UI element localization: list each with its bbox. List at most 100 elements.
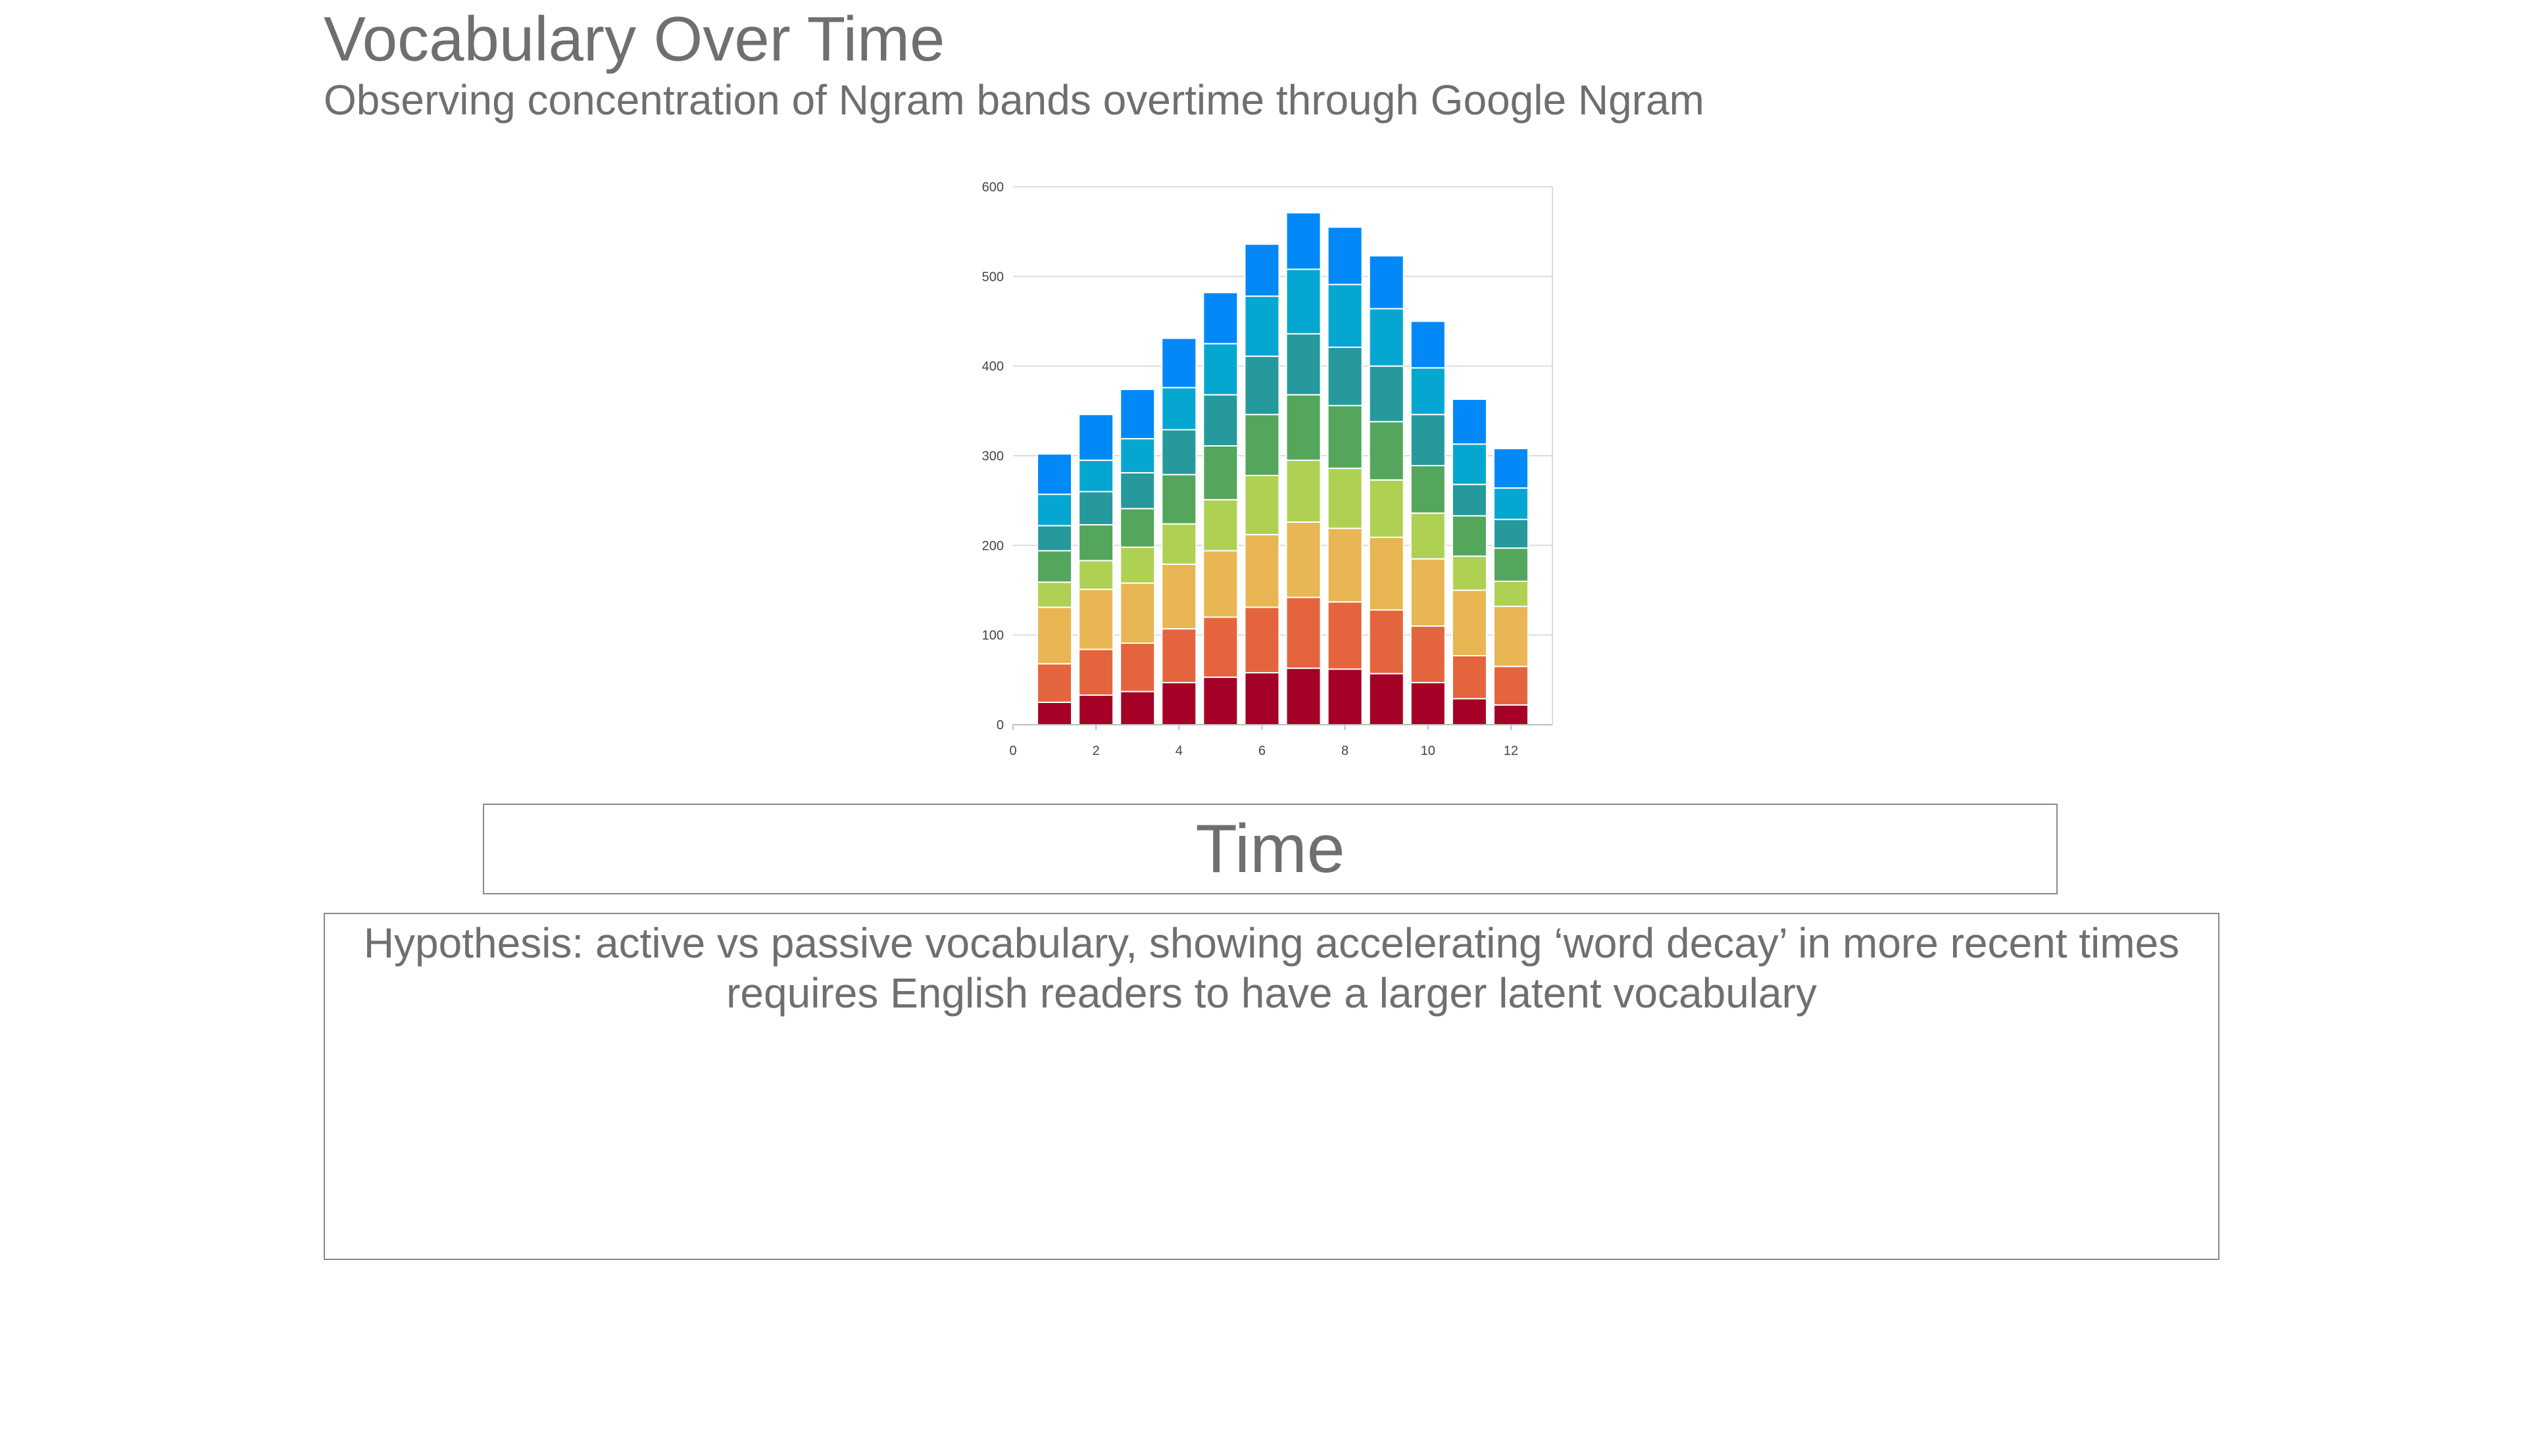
bar-segment bbox=[1037, 550, 1073, 583]
bar-segment bbox=[1285, 459, 1322, 523]
bar-segment bbox=[1120, 642, 1156, 692]
bar-segment bbox=[1410, 464, 1446, 514]
x-tick-label: 4 bbox=[1176, 744, 1183, 758]
bar-segment bbox=[1451, 443, 1487, 485]
bar-segment bbox=[1493, 547, 1529, 582]
bar-segment bbox=[1368, 421, 1404, 481]
bar-segment bbox=[1244, 355, 1280, 416]
bar-segment bbox=[1451, 655, 1487, 700]
bar-segment bbox=[1285, 667, 1322, 725]
bar-segment bbox=[1410, 512, 1446, 560]
bar-segment bbox=[1078, 589, 1114, 650]
hypothesis-box: Hypothesis: active vs passive vocabulary… bbox=[324, 913, 2219, 1260]
bar-segment bbox=[1202, 445, 1239, 500]
slide-title: Vocabulary Over Time bbox=[324, 4, 945, 74]
bar-segment bbox=[1078, 491, 1114, 525]
bar-segment bbox=[1202, 343, 1239, 396]
bar-segment bbox=[1244, 414, 1280, 476]
bar-segment bbox=[1327, 601, 1363, 670]
bar-segment bbox=[1202, 550, 1239, 618]
bar-segment bbox=[1037, 663, 1073, 703]
bar-segment bbox=[1202, 498, 1239, 552]
bar-segment bbox=[1244, 243, 1280, 297]
bar-segment bbox=[1451, 399, 1487, 445]
y-tick-label: 400 bbox=[982, 360, 1004, 374]
bar-segment bbox=[1327, 347, 1363, 406]
stacked-bar-chart: 0 100 200 300 400 500 600 0 2 4 6 8 10 12 bbox=[947, 171, 1579, 776]
bar-segment bbox=[1037, 493, 1073, 527]
bar-segment bbox=[1161, 429, 1197, 475]
bar-segment bbox=[1120, 438, 1156, 473]
chart-axes: 0 100 200 300 400 500 600 0 2 4 6 8 10 12 bbox=[982, 180, 1553, 758]
bar-segment bbox=[1120, 508, 1156, 548]
bar-segment bbox=[1493, 487, 1529, 520]
bar-segment bbox=[1078, 523, 1114, 562]
bar-segment bbox=[1327, 283, 1363, 349]
bar-segment bbox=[1493, 704, 1529, 725]
bar-segment bbox=[1120, 546, 1156, 584]
x-axis-title: Time bbox=[1195, 811, 1345, 887]
x-tick-label: 2 bbox=[1093, 744, 1100, 758]
bar-segment bbox=[1285, 333, 1322, 396]
slide-subtitle: Observing concentration of Ngram bands o… bbox=[324, 76, 1704, 124]
bar-segment bbox=[1244, 606, 1280, 673]
bar-segment bbox=[1161, 473, 1197, 525]
bar-segment bbox=[1327, 668, 1363, 725]
bar-segment bbox=[1285, 268, 1322, 335]
bar-segment bbox=[1493, 448, 1529, 489]
bar-segment bbox=[1368, 255, 1404, 310]
bar-segment bbox=[1285, 212, 1322, 270]
bar-segment bbox=[1368, 365, 1404, 423]
bar-segment bbox=[1327, 468, 1363, 529]
y-tick-label: 600 bbox=[982, 180, 1004, 195]
y-tick-label: 500 bbox=[982, 270, 1004, 284]
bar-segment bbox=[1327, 226, 1363, 285]
bar-segment bbox=[1285, 521, 1322, 598]
bar-segment bbox=[1410, 367, 1446, 416]
bar-segment bbox=[1493, 580, 1529, 608]
bar-segment bbox=[1078, 414, 1114, 461]
bar-segment bbox=[1451, 589, 1487, 657]
bar-segment bbox=[1078, 459, 1114, 493]
bar-segment bbox=[1161, 523, 1197, 565]
x-tick-label: 12 bbox=[1504, 744, 1518, 758]
bar-segment bbox=[1285, 596, 1322, 669]
bar-segment bbox=[1202, 394, 1239, 447]
bar-segment bbox=[1037, 453, 1073, 495]
hypothesis-line-1: Hypothesis: active vs passive vocabulary… bbox=[363, 919, 2180, 967]
bar-segment bbox=[1037, 701, 1073, 726]
x-tick-label: 8 bbox=[1341, 744, 1349, 758]
bar-segment bbox=[1368, 308, 1404, 367]
x-tick-label: 0 bbox=[1009, 744, 1016, 758]
bar-segment bbox=[1161, 563, 1197, 630]
bar-segment bbox=[1285, 394, 1322, 461]
bar-segment bbox=[1368, 537, 1404, 611]
bar-segment bbox=[1410, 558, 1446, 627]
bar-segment bbox=[1327, 527, 1363, 603]
bar-segment bbox=[1244, 295, 1280, 357]
bar-segment bbox=[1410, 414, 1446, 466]
bar-segment bbox=[1244, 671, 1280, 726]
y-tick-label: 200 bbox=[982, 539, 1004, 553]
x-tick-label: 10 bbox=[1421, 744, 1435, 758]
bar-segment bbox=[1078, 694, 1114, 726]
x-tick-label: 6 bbox=[1258, 744, 1266, 758]
bar-segment bbox=[1120, 472, 1156, 510]
bar-segment bbox=[1037, 581, 1073, 608]
y-tick-label: 100 bbox=[982, 629, 1004, 643]
bar-segment bbox=[1410, 320, 1446, 369]
bar-segment bbox=[1244, 533, 1280, 608]
bar-segment bbox=[1161, 628, 1197, 683]
bar-segment bbox=[1078, 648, 1114, 696]
bar-segment bbox=[1368, 609, 1404, 675]
bar-segment bbox=[1410, 681, 1446, 726]
bar-segment bbox=[1451, 483, 1487, 517]
bar-segment bbox=[1451, 515, 1487, 557]
bar-segment bbox=[1451, 698, 1487, 725]
hypothesis-line-2: requires English readers to have a large… bbox=[726, 969, 1817, 1017]
bar-segment bbox=[1202, 676, 1239, 726]
bar-segment bbox=[1037, 606, 1073, 665]
bar-segment bbox=[1161, 337, 1197, 389]
bar-segment bbox=[1037, 525, 1073, 552]
bar-segment bbox=[1368, 673, 1404, 725]
